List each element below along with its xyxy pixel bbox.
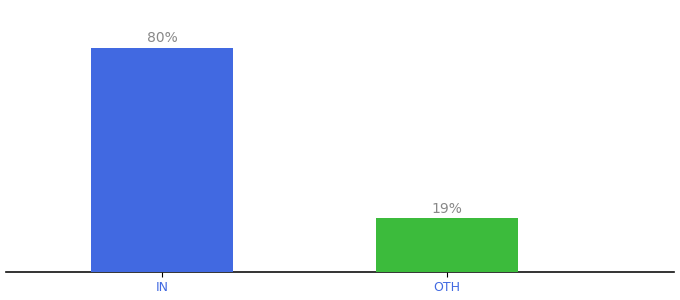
Bar — [375, 218, 518, 272]
Bar — [91, 48, 233, 272]
Text: 80%: 80% — [147, 31, 177, 45]
Text: 19%: 19% — [431, 202, 462, 216]
